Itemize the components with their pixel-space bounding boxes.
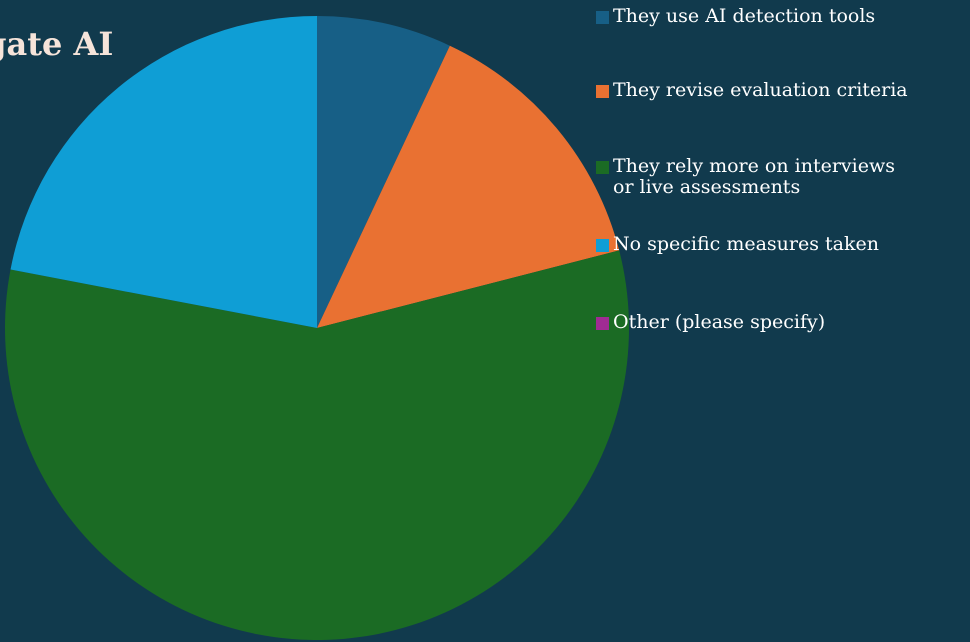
pie-slice-3: [10, 16, 318, 328]
legend-item-3: No specific measures taken: [596, 234, 879, 255]
legend-swatch-2: [596, 161, 609, 174]
legend-label-1: They revise evaluation criteria: [613, 79, 908, 101]
legend-item-4: Other (please specify): [596, 312, 825, 333]
legend-label-3: No specific measures taken: [613, 233, 879, 255]
pie-slice-1: [317, 45, 620, 328]
legend-item-0: They use AI detection tools: [596, 6, 875, 27]
legend-label-2: They rely more on interviews or live ass…: [613, 155, 895, 198]
legend-label-0: They use AI detection tools: [613, 5, 876, 27]
legend-swatch-1: [596, 85, 609, 98]
legend-label-4: Other (please specify): [613, 311, 826, 333]
legend-swatch-3: [596, 239, 609, 252]
legend-item-1: They revise evaluation criteria: [596, 80, 908, 101]
legend-item-2: They rely more on interviews or live ass…: [596, 156, 895, 198]
legend-swatch-4: [596, 317, 609, 330]
chart-title: igate AI: [0, 25, 114, 63]
legend-swatch-0: [596, 11, 609, 24]
pie-slice-0: [317, 16, 450, 328]
pie-slice-2: [5, 250, 630, 641]
